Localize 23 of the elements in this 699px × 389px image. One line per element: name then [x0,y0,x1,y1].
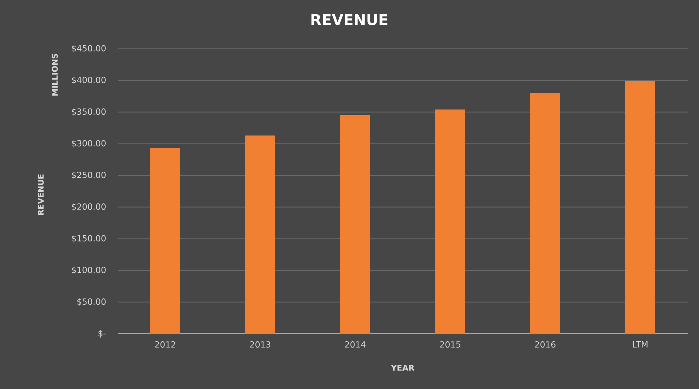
bar [530,93,561,334]
y-tick-label: $150.00 [72,235,106,243]
x-tick-label: 2014 [345,342,366,348]
bar [626,81,656,334]
x-tick-label: LTM [633,342,648,348]
y-tick-label: $100.00 [72,266,106,275]
y-tick-label: $250.00 [72,172,106,180]
y-tick-label: $50.00 [78,298,106,306]
bar [150,148,181,334]
bar [340,116,371,334]
y-tick-label: $200.00 [72,203,106,212]
chart-title: REVENUE [312,14,388,26]
x-tick-label: 2016 [535,342,556,348]
bar [436,110,466,334]
y-tick-label: $450.00 [72,45,106,53]
x-tick-label: 2015 [440,342,461,348]
x-tick-label: 2012 [155,342,176,348]
y-tick-label: $350.00 [72,108,106,116]
bar [246,136,276,334]
y-tick-label: $300.00 [72,140,106,148]
x-tick-label: 2013 [250,342,271,348]
y-tick-label: $- [98,330,106,338]
y-tick-label: $400.00 [72,76,106,85]
